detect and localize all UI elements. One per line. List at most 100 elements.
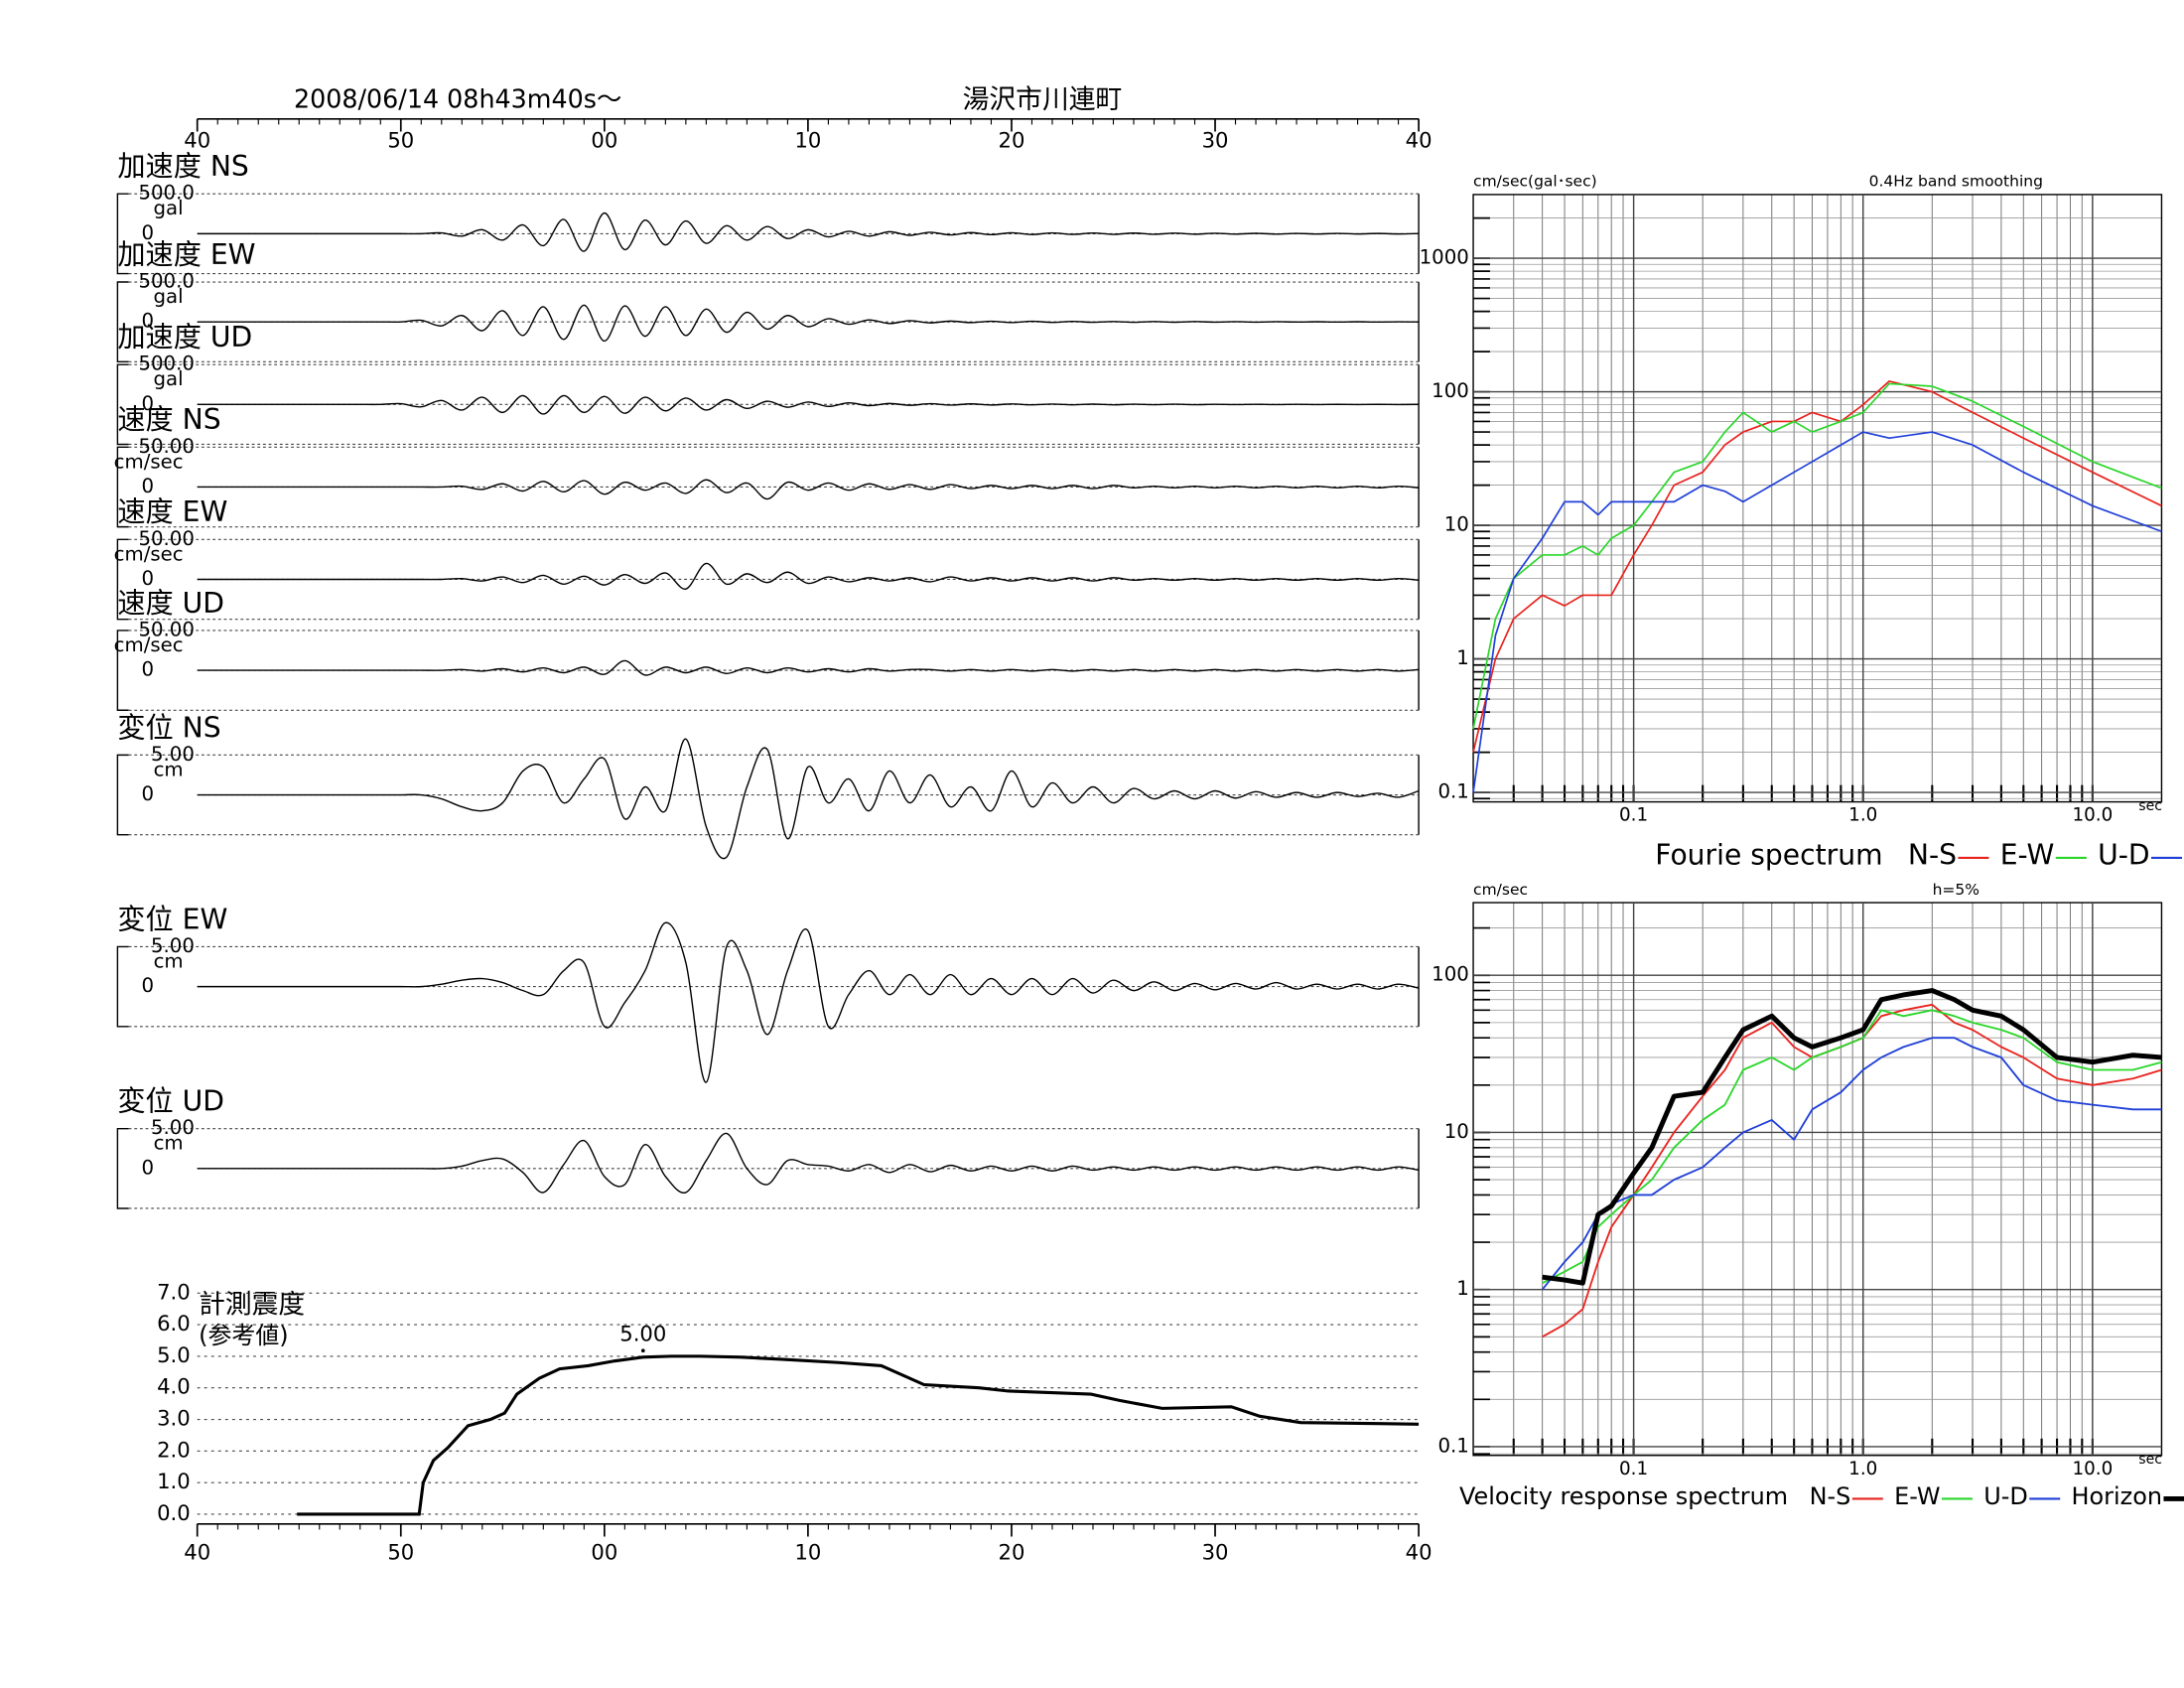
legend-label: N-S xyxy=(1908,839,1957,872)
waveform xyxy=(197,1132,1420,1195)
x-tick-label: 40 xyxy=(1406,1539,1433,1564)
y-tick-label: 0 xyxy=(141,310,154,333)
peak-label: 5.00 xyxy=(619,1322,666,1346)
panel-label: 速度 EW xyxy=(117,495,227,528)
x-tick-label: 0.1 xyxy=(1619,1459,1648,1479)
x-tick-label: 40 xyxy=(184,127,210,152)
panel-label: 速度 UD xyxy=(117,587,224,620)
panel-bracket xyxy=(116,281,129,363)
y-tick-label: 500.0 xyxy=(138,182,194,205)
y-tick-label: 0 xyxy=(141,221,154,244)
unit-label: gal xyxy=(154,285,184,308)
waveform xyxy=(197,479,1420,500)
panel-bracket xyxy=(116,754,129,836)
waveform xyxy=(197,304,1420,343)
y-tick-label: 5.00 xyxy=(151,934,195,957)
panel-bracket xyxy=(116,538,129,621)
x-tick-label: 0.1 xyxy=(1619,805,1648,826)
panel-label: 加速度 NS xyxy=(117,150,248,183)
y-tick-label: 3.0 xyxy=(157,1406,191,1431)
y-axis-label: cm/sec(gal･sec) xyxy=(1473,173,1597,191)
y-tick-label: 0 xyxy=(141,475,154,497)
subtitle: h=5% xyxy=(1933,881,1979,899)
x-tick-label: 00 xyxy=(591,127,617,152)
y-tick-label: 100 xyxy=(1432,379,1469,402)
unit-label: cm xyxy=(154,1132,184,1155)
x-tick-label: 40 xyxy=(184,1539,210,1564)
legend-title: Velocity response spectrum xyxy=(1459,1482,1788,1510)
subtitle: (参考値) xyxy=(199,1322,288,1349)
legend-title: Fourie spectrum xyxy=(1655,839,1882,872)
waveform xyxy=(197,738,1420,860)
x-axis-label: sec xyxy=(2138,798,2162,814)
panel-bracket xyxy=(116,193,129,275)
x-tick-label: 50 xyxy=(387,1539,414,1564)
waveform xyxy=(197,211,1420,252)
y-tick-label: 10 xyxy=(1444,1120,1469,1143)
y-tick-label: 0 xyxy=(141,392,154,415)
intensity-line xyxy=(297,1354,1420,1516)
unit-label: cm xyxy=(154,949,184,972)
subtitle: 湯沢市川連町 xyxy=(963,84,1123,115)
y-tick-label: 500.0 xyxy=(138,270,194,293)
unit-label: cm/sec xyxy=(114,633,184,656)
x-tick-label: 00 xyxy=(591,1539,617,1564)
series-line xyxy=(1472,380,2162,753)
y-tick-label: 0 xyxy=(141,567,154,590)
panel-bracket xyxy=(116,630,129,711)
unit-label: cm/sec xyxy=(114,450,184,473)
panel-bracket xyxy=(116,1127,129,1209)
legend-label: U-D xyxy=(2098,839,2149,872)
legend-label: N-S xyxy=(1810,1482,1851,1510)
y-tick-label: 5.00 xyxy=(151,743,195,766)
y-tick-label: 0 xyxy=(141,658,154,681)
y-tick-label: 5.00 xyxy=(151,1116,195,1139)
unit-label: cm/sec xyxy=(114,542,184,565)
legend-label: E-W xyxy=(1894,1482,1940,1510)
y-tick-label: 0.0 xyxy=(157,1500,191,1525)
x-tick-label: 10 xyxy=(794,127,821,152)
unit-label: gal xyxy=(154,367,184,390)
y-tick-label: 10 xyxy=(1444,513,1469,536)
series-line xyxy=(1542,988,2162,1286)
y-tick-label: 1.0 xyxy=(157,1469,191,1493)
unit-label: cm xyxy=(154,758,184,780)
panel-label: 変位 NS xyxy=(117,711,220,744)
x-tick-label: 20 xyxy=(999,127,1025,152)
panel-label: 変位 EW xyxy=(117,903,227,935)
panel-bracket xyxy=(116,945,129,1028)
x-tick-label: 40 xyxy=(1406,127,1433,152)
series-line xyxy=(1472,431,2162,793)
y-tick-label: 50.00 xyxy=(138,527,194,550)
panel-bracket xyxy=(116,446,129,528)
x-tick-label: 30 xyxy=(1202,1539,1229,1564)
series-line xyxy=(1472,382,2162,730)
y-tick-label: 500.0 xyxy=(138,352,194,375)
x-tick-label: 50 xyxy=(387,127,414,152)
x-tick-label: 30 xyxy=(1202,127,1229,152)
y-tick-label: 1 xyxy=(1456,1277,1469,1300)
panel-label: 速度 NS xyxy=(117,403,220,436)
series-line xyxy=(1542,1009,2162,1284)
y-tick-label: 50.00 xyxy=(138,618,194,640)
legend-label: Horizon xyxy=(2072,1482,2163,1510)
legend-label: E-W xyxy=(2000,839,2055,872)
legend-label: U-D xyxy=(1983,1482,2028,1510)
y-tick-label: 0 xyxy=(141,1156,154,1179)
y-tick-label: 0.1 xyxy=(1437,1434,1468,1457)
title: 計測震度 xyxy=(199,1289,305,1320)
y-tick-label: 1000 xyxy=(1420,246,1469,269)
waveform xyxy=(197,659,1420,676)
y-tick-label: 4.0 xyxy=(157,1374,191,1399)
y-tick-label: 5.0 xyxy=(157,1342,191,1367)
panel-label: 加速度 UD xyxy=(117,321,252,353)
waveform xyxy=(197,394,1420,415)
x-tick-label: 10.0 xyxy=(2072,805,2113,826)
x-tick-label: 10.0 xyxy=(2072,1459,2113,1479)
peak-marker xyxy=(640,1348,645,1353)
waveform xyxy=(197,921,1420,1083)
panel-label: 加速度 EW xyxy=(117,238,255,271)
y-axis-label: cm/sec xyxy=(1473,881,1528,899)
